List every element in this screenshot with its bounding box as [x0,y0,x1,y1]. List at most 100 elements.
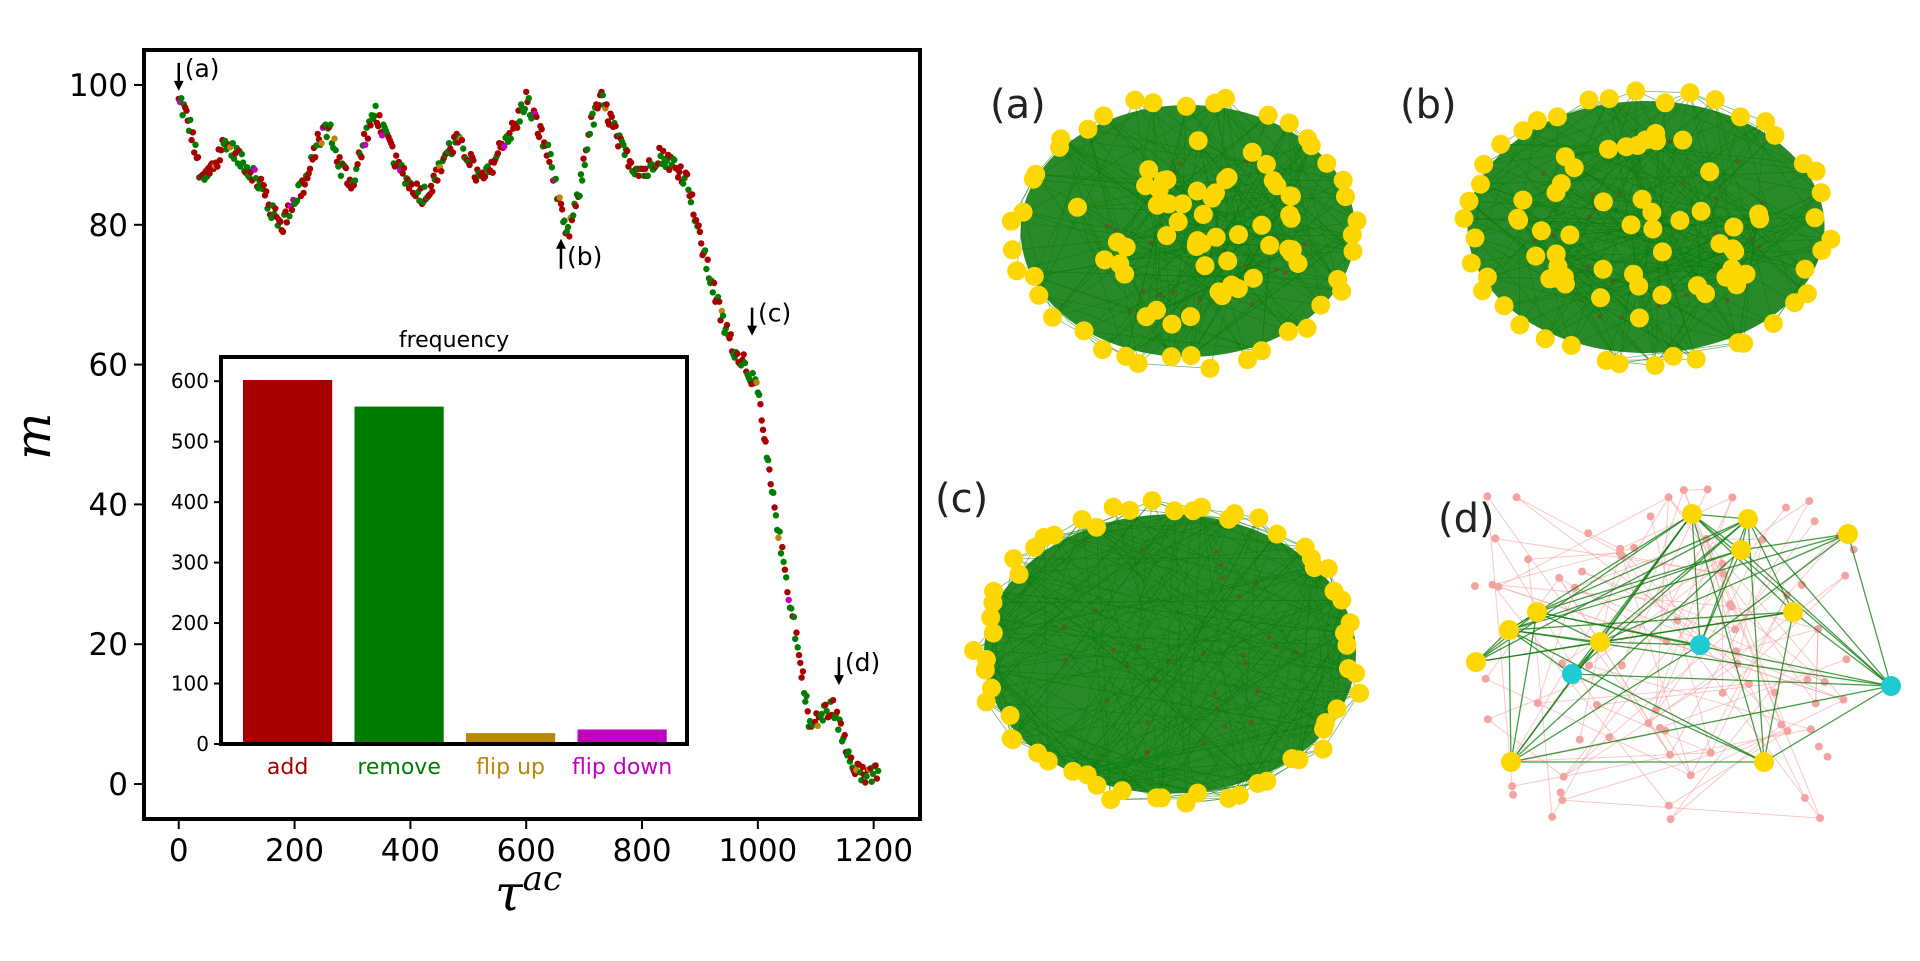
inset-y-tick-label: 0 [196,732,209,756]
edge [1588,99,1739,344]
faded-node [1481,674,1490,683]
panel-label: (c) [935,476,988,522]
faded-edge [1748,683,1806,799]
remove-point [599,91,606,99]
edge [1536,518,1749,613]
add-point [566,233,573,240]
remove-point [687,199,695,206]
node [1258,105,1278,125]
remove-point [818,710,825,718]
edge [1053,534,1349,669]
add-point [367,122,374,129]
node [1332,281,1352,301]
inactive-node [1293,650,1299,656]
faded-edge [1668,496,1844,701]
add-point [300,189,307,197]
node [1078,119,1098,139]
edge [1508,533,1849,631]
edge [1161,533,1278,799]
x-tick-label: 0 [169,833,189,869]
node [1596,351,1616,370]
remove-point [421,183,428,190]
inactive-node [1145,749,1151,755]
node [1136,176,1156,196]
add-point [336,154,343,161]
annotation-arrowhead [555,238,566,249]
remove-point [576,192,583,200]
node [1513,190,1533,210]
edge [1156,568,1329,799]
edge [1010,599,1342,739]
edge [1082,519,1306,548]
remove-point [187,116,194,124]
faded-node [1508,782,1517,791]
remove-point [337,172,345,179]
faded-node [1805,497,1814,505]
node [1120,500,1140,520]
node [1206,227,1226,247]
node [1143,93,1163,113]
add-point [627,159,635,166]
node [1327,699,1347,719]
edge [1218,291,1308,329]
node [1002,240,1022,260]
bar-label: flip up [476,755,545,780]
add-point [804,708,811,715]
faded-node [1823,752,1832,761]
edge [1535,250,1822,257]
inactive-node [1541,171,1547,176]
node [1337,635,1357,655]
add-point [829,697,837,704]
edge [1508,611,1794,631]
inactive-node [1302,241,1307,247]
node [1252,215,1272,235]
edge [1691,513,1742,551]
faded-node [1814,625,1823,633]
edge [993,590,1345,634]
bar-label: flip down [572,755,672,780]
edge [1642,198,1815,219]
add-point [282,208,289,215]
faded-node [1703,485,1712,494]
edge [1053,535,1157,799]
edge [1096,622,1351,786]
edge [1288,122,1342,292]
faded-node [1575,735,1584,744]
add-point [375,122,382,130]
cyan-node [1881,676,1901,696]
y-tick-label: 0 [108,767,128,803]
edge [1197,591,1335,794]
node [1225,504,1244,524]
inactive-node [1248,719,1254,725]
remove-point [644,172,651,179]
remove-point [229,140,236,147]
x-tick-label: 400 [381,833,440,869]
edge [1487,276,1744,344]
edge [1134,99,1292,219]
edge [1110,591,1335,800]
inactive-node [1680,180,1686,186]
add-point [183,107,190,114]
add-point [389,143,396,150]
add-point [288,206,296,214]
remove-point [521,105,529,113]
add-point [306,165,314,172]
faded-edge [1588,563,1723,666]
remove-point [741,359,749,367]
add-point [676,168,683,176]
edge [1468,200,1652,213]
edge [1699,533,1849,646]
node [1811,183,1831,203]
flip-up-point [331,135,338,142]
bar-add [243,379,333,744]
edge [992,519,1083,634]
edge [1190,220,1358,356]
edge [1508,629,1512,763]
faded-edge [1729,539,1764,605]
node [1626,81,1646,101]
edge [1138,363,1211,369]
node [1168,212,1188,232]
add-point [358,154,365,161]
faded-node [1820,677,1829,686]
